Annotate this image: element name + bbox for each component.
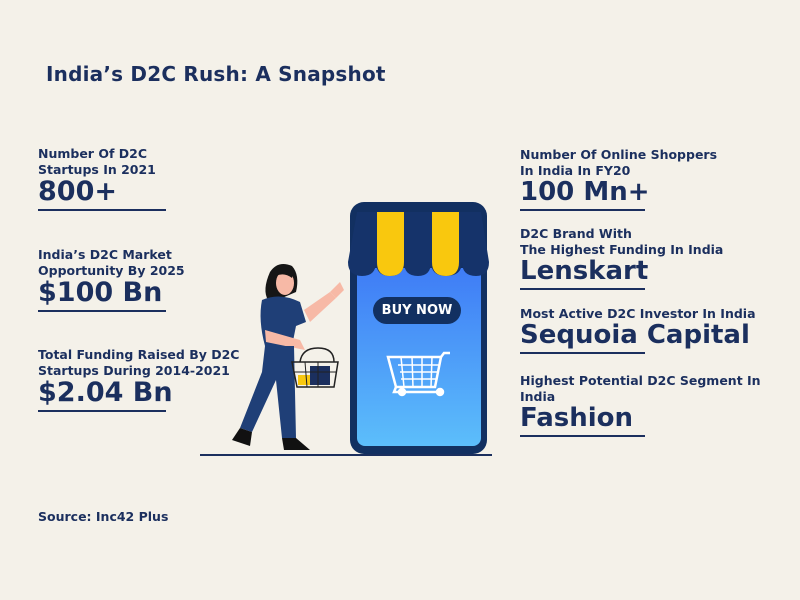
divider	[38, 310, 166, 312]
shopping-basket-icon	[291, 347, 339, 388]
stat-total-funding: Total Funding Raised By D2C Startups Duri…	[38, 347, 239, 412]
page-title: India’s D2C Rush: A Snapshot	[46, 62, 386, 86]
divider	[520, 352, 645, 354]
storefront-phone-icon	[348, 202, 489, 454]
divider	[520, 435, 645, 437]
shopping-cart-icon	[386, 351, 450, 397]
divider	[520, 209, 645, 211]
stat-label: Most Active D2C Investor In India	[520, 306, 756, 321]
stat-active-investor: Most Active D2C Investor In India Sequoi…	[520, 306, 756, 354]
stat-label: Total Funding Raised By D2C Startups Duri…	[38, 347, 240, 378]
woman-shopper-icon	[232, 264, 344, 450]
divider	[38, 410, 166, 412]
stat-label: Number Of D2C Startups In 2021	[38, 146, 156, 177]
stat-value: 800+	[38, 176, 117, 207]
stat-value: $2.04 Bn	[38, 377, 173, 408]
stat-label: Number Of Online Shoppers In India In FY2…	[520, 147, 718, 178]
stat-label: Highest Potential D2C Segment In India	[520, 373, 761, 404]
stat-potential-segment: Highest Potential D2C Segment In India F…	[520, 373, 800, 437]
stat-label: D2C Brand With The Highest Funding In Ind…	[520, 226, 724, 257]
divider	[520, 288, 645, 290]
stat-d2c-startups: Number Of D2C Startups In 2021 800+	[38, 146, 166, 211]
source-note: Source: Inc42 Plus	[38, 509, 169, 524]
stat-label: India’s D2C Market Opportunity By 2025	[38, 247, 185, 278]
divider	[38, 209, 166, 211]
stat-market-opportunity: India’s D2C Market Opportunity By 2025 $1…	[38, 247, 185, 312]
stat-value: 100 Mn+	[520, 177, 650, 207]
stat-top-funded-brand: D2C Brand With The Highest Funding In Ind…	[520, 226, 723, 290]
stat-value: Sequoia Capital	[520, 320, 750, 350]
stat-online-shoppers: Number Of Online Shoppers In India In FY2…	[520, 147, 717, 211]
stat-value: $100 Bn	[38, 277, 163, 308]
stat-value: Fashion	[520, 403, 634, 433]
buy-now-button: BUY NOW	[373, 297, 461, 324]
stat-value: Lenskart	[520, 256, 649, 286]
